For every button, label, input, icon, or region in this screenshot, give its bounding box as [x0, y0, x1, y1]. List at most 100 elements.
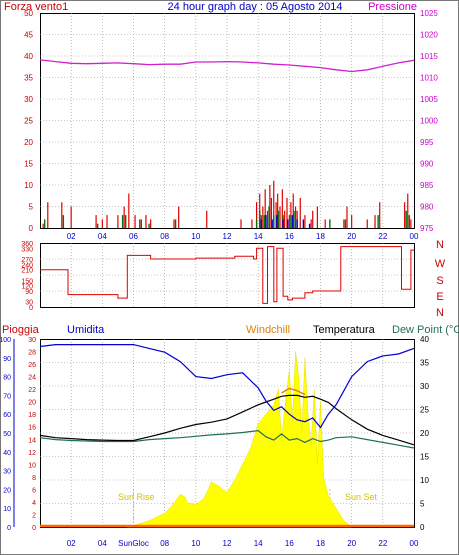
rain-tick-label: 8 — [32, 475, 36, 482]
rain-tick-label: 24 — [28, 375, 36, 382]
compass-label: S — [436, 275, 443, 287]
wind-tick-label: 0 — [29, 224, 34, 233]
pressure-tick-label: 1000 — [420, 117, 438, 126]
legend-temperatura: Temperatura — [313, 324, 376, 336]
axes: 0510152025303540455097598098599099510001… — [0, 9, 446, 548]
rain-tick-label: 28 — [28, 350, 36, 357]
rain-tick-label: 12 — [28, 450, 36, 457]
x-tick-label: 22 — [378, 539, 387, 548]
humidity-line — [39, 344, 415, 429]
x-tick-label: 16 — [285, 232, 294, 241]
x-tick-label: 02 — [67, 539, 76, 548]
x-tick-label: 18 — [316, 232, 325, 241]
humidity-tick-label: 30 — [3, 469, 11, 476]
panel2-grid — [40, 243, 414, 307]
rain-tick-label: 14 — [28, 437, 36, 444]
wind-tick-label: 25 — [24, 117, 33, 126]
legend-umidita: Umidita — [67, 324, 105, 336]
x-tick-label: 10 — [191, 232, 200, 241]
humidity-tick-label: 0 — [7, 525, 11, 532]
sunrise-label: Sun Rise — [118, 492, 155, 502]
pressure-tick-label: 1025 — [420, 9, 438, 18]
humidity-tick-label: 80 — [3, 375, 11, 382]
pressure-tick-label: 985 — [420, 181, 434, 190]
humidity-tick-label: 20 — [3, 487, 11, 494]
legend-dewpoint: Dew Point (°C — [392, 324, 459, 336]
humidity-tick-label: 50 — [3, 431, 11, 438]
temperature-line — [39, 394, 415, 446]
x-tick-label: 16 — [285, 539, 294, 548]
graph-title: 24 hour graph day : 05 Agosto 2014 — [168, 1, 343, 13]
rain-tick-label: 18 — [28, 412, 36, 419]
humidity-tick-label: 100 — [0, 337, 11, 344]
pressure-label: Pressione — [368, 1, 417, 13]
direction-tick-label: 150 — [21, 278, 33, 285]
x-tick-label: 18 — [316, 539, 325, 548]
direction-tick-label: 270 — [21, 257, 33, 264]
rain-tick-label: 26 — [28, 362, 36, 369]
humidity-tick-label: 40 — [3, 450, 11, 457]
direction-tick-label: 30 — [25, 300, 33, 307]
direction-tick-label: 0 — [29, 305, 33, 312]
rain-tick-label: 4 — [32, 500, 36, 507]
pressure-tick-label: 1010 — [420, 74, 438, 83]
temp-tick-label: 0 — [420, 523, 425, 532]
temp-tick-label: 35 — [420, 359, 429, 368]
x-tick-label: 04 — [98, 539, 107, 548]
rain-tick-label: 20 — [28, 400, 36, 407]
panel1-frame — [40, 13, 415, 229]
rain-tick-label: 22 — [28, 387, 36, 394]
chart-marks — [39, 59, 415, 528]
x-tick-label: 14 — [254, 539, 263, 548]
rain-tick-label: 16 — [28, 425, 36, 432]
humidity-tick-label: 70 — [3, 393, 11, 400]
compass-label: N — [436, 239, 444, 251]
wind-tick-label: 50 — [24, 9, 33, 18]
wind-tick-label: 20 — [24, 138, 33, 147]
windchill-line — [281, 387, 306, 396]
wind-tick-label: 30 — [24, 95, 33, 104]
wind-tick-label: 10 — [24, 181, 33, 190]
humidity-tick-label: 60 — [3, 412, 11, 419]
legend-pioggia: Pioggia — [2, 324, 40, 336]
pressure-line — [39, 59, 415, 73]
x-tick-label: 10 — [191, 539, 200, 548]
wind-tick-label: 15 — [24, 160, 33, 169]
pressure-tick-label: 990 — [420, 160, 434, 169]
compass-label: W — [435, 258, 446, 270]
direction-tick-label: 360 — [21, 241, 33, 248]
temp-tick-label: 30 — [420, 382, 429, 391]
wind-tick-label: 5 — [29, 203, 34, 212]
panel2-frame — [40, 243, 415, 308]
temp-tick-label: 15 — [420, 453, 429, 462]
compass-label: N — [436, 307, 444, 319]
x-tick-label: SunGloc — [118, 539, 149, 548]
x-tick-label: 20 — [347, 539, 356, 548]
humidity-tick-label: 10 — [3, 506, 11, 513]
direction-tick-label: 90 — [25, 289, 33, 296]
pressure-tick-label: 1020 — [420, 31, 438, 40]
x-tick-label: 22 — [378, 232, 387, 241]
legend-windchill: Windchill — [246, 324, 290, 336]
x-tick-label: 04 — [98, 232, 107, 241]
compass-label: E — [436, 291, 443, 303]
pressure-tick-label: 1015 — [420, 52, 438, 61]
direction-tick-label: 210 — [21, 268, 33, 275]
wind-tick-label: 45 — [24, 31, 33, 40]
x-tick-label: 06 — [129, 232, 138, 241]
direction-tick-label: 330 — [21, 246, 33, 253]
x-tick-label: 20 — [347, 232, 356, 241]
temp-tick-label: 25 — [420, 406, 429, 415]
rain-tick-label: 2 — [32, 512, 36, 519]
panel3-frame — [40, 339, 415, 528]
temp-tick-label: 20 — [420, 429, 429, 438]
pressure-tick-label: 980 — [420, 203, 434, 212]
rain-tick-label: 10 — [28, 462, 36, 469]
panel1-grid — [40, 13, 414, 228]
humidity-tick-label: 90 — [3, 356, 11, 363]
rain-tick-label: 6 — [32, 487, 36, 494]
wind-tick-label: 35 — [24, 74, 33, 83]
temp-tick-label: 10 — [420, 476, 429, 485]
